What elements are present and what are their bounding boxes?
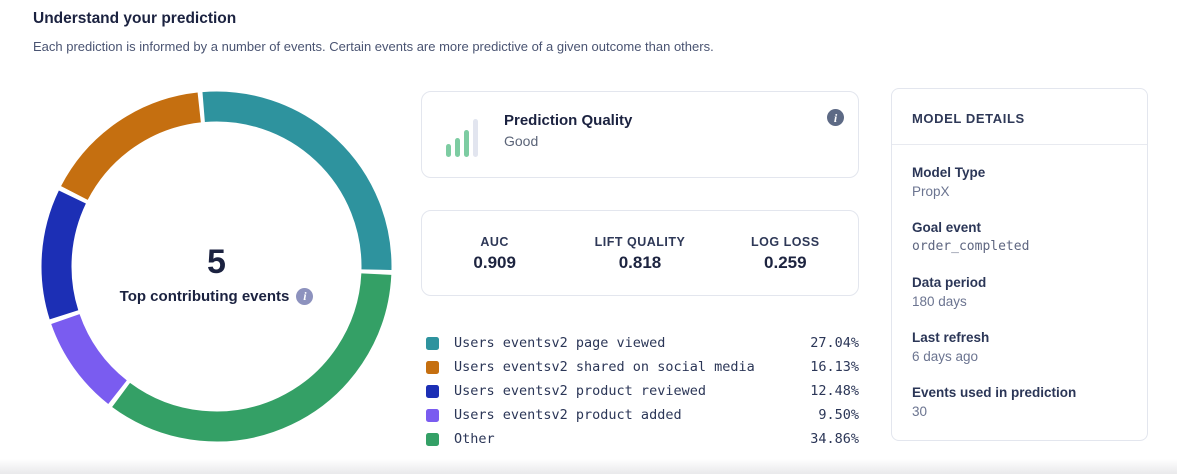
model-details-header: MODEL DETAILS xyxy=(892,89,1147,145)
prediction-quality-title: Prediction Quality xyxy=(504,112,633,129)
field-value: 180 days xyxy=(912,294,967,309)
donut-segments[interactable] xyxy=(41,91,392,442)
donut-segment[interactable] xyxy=(51,313,128,404)
legend-percent: 34.86% xyxy=(810,431,859,447)
donut-label: Top contributing events xyxy=(119,287,290,305)
detail-field-events-used: Events used in prediction 30 xyxy=(912,385,1127,419)
legend-item[interactable]: Users eventsv2 product reviewed 12.48% xyxy=(426,379,859,403)
detail-field-data-period: Data period 180 days xyxy=(912,275,1127,309)
metrics-card: AUC 0.909 LIFT QUALITY 0.818 LOG LOSS 0.… xyxy=(421,210,859,296)
legend-swatch xyxy=(426,384,439,398)
field-value: PropX xyxy=(912,184,950,199)
field-label: Data period xyxy=(912,275,987,290)
donut-segment[interactable] xyxy=(112,273,392,442)
legend-percent: 16.13% xyxy=(810,359,859,375)
info-icon[interactable]: i xyxy=(296,287,314,305)
donut-legend: Users eventsv2 page viewed 27.04% Users … xyxy=(426,331,859,451)
legend-swatch xyxy=(426,336,439,350)
metric-value: 0.909 xyxy=(473,253,516,272)
legend-label: Users eventsv2 product added xyxy=(454,407,682,423)
field-value: 30 xyxy=(912,404,928,419)
page-header: Understand your prediction Each predicti… xyxy=(33,10,714,54)
metric-label: LOG LOSS xyxy=(751,235,820,249)
info-icon[interactable]: i xyxy=(827,109,844,126)
legend-swatch xyxy=(426,432,439,446)
field-label: Goal event xyxy=(912,220,982,235)
donut-segment[interactable] xyxy=(41,190,87,320)
top-events-donut-chart: 5 Top contributing events i xyxy=(41,91,392,442)
legend-swatch xyxy=(426,408,439,422)
legend-label: Users eventsv2 product reviewed xyxy=(454,383,706,399)
field-value: order_completed xyxy=(912,239,1030,254)
metric-log-loss: LOG LOSS 0.259 xyxy=(713,235,858,273)
legend-item[interactable]: Users eventsv2 shared on social media 16… xyxy=(426,355,859,379)
prediction-quality-card: Prediction Quality Good i xyxy=(421,91,859,178)
legend-swatch xyxy=(426,360,439,374)
bottom-scroll-fade xyxy=(0,459,1177,474)
donut-segment[interactable] xyxy=(61,92,202,201)
legend-item[interactable]: Users eventsv2 page viewed 27.04% xyxy=(426,331,859,355)
metric-label: AUC xyxy=(480,235,509,249)
prediction-quality-value: Good xyxy=(504,133,539,149)
model-details-card: MODEL DETAILS Model Type PropX Goal even… xyxy=(891,88,1148,441)
detail-field-last-refresh: Last refresh 6 days ago xyxy=(912,330,1127,364)
donut-segment[interactable] xyxy=(202,91,392,270)
metric-value: 0.818 xyxy=(618,253,662,272)
metric-lift-quality: LIFT QUALITY 0.818 xyxy=(567,235,712,273)
field-label: Model Type xyxy=(912,165,986,180)
metric-label: LIFT QUALITY xyxy=(594,235,686,249)
page-title: Understand your prediction xyxy=(33,10,237,27)
legend-label: Users eventsv2 page viewed xyxy=(454,335,666,351)
bar-chart-icon xyxy=(446,117,478,157)
field-label: Events used in prediction xyxy=(912,385,1077,400)
detail-field-goal-event: Goal event order_completed xyxy=(912,220,1127,254)
metric-auc: AUC 0.909 xyxy=(422,235,567,273)
detail-field-model-type: Model Type PropX xyxy=(912,165,1127,199)
legend-percent: 27.04% xyxy=(810,335,859,351)
page-subtitle: Each prediction is informed by a number … xyxy=(33,39,714,54)
metric-value: 0.259 xyxy=(764,253,807,272)
field-value: 6 days ago xyxy=(912,349,979,364)
field-label: Last refresh xyxy=(912,330,990,345)
legend-item[interactable]: Other 34.86% xyxy=(426,427,859,451)
legend-label: Users eventsv2 shared on social media xyxy=(454,359,755,375)
legend-percent: 9.50% xyxy=(818,407,859,423)
legend-item[interactable]: Users eventsv2 product added 9.50% xyxy=(426,403,859,427)
legend-label: Other xyxy=(454,431,495,447)
legend-percent: 12.48% xyxy=(810,383,859,399)
